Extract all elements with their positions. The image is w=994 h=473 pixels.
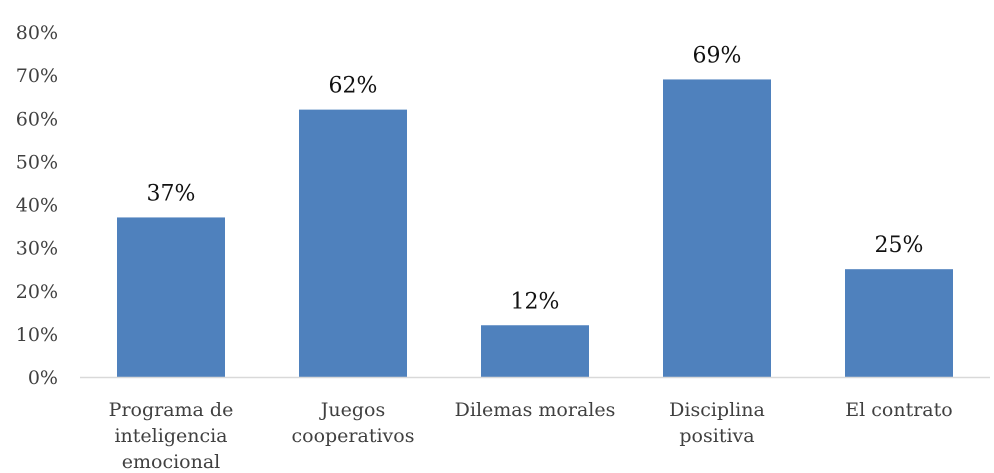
data-label: 62%: [329, 74, 378, 99]
category-label: Dilemas morales: [455, 399, 616, 421]
category-label: El contrato: [845, 399, 952, 421]
bar: [117, 217, 225, 377]
y-tick-label: 70%: [16, 65, 58, 87]
category-label: Juegos cooperativos: [292, 399, 415, 447]
data-labels: 37% 62% 12% 69% 25%: [147, 43, 924, 314]
y-tick-label: 80%: [16, 22, 58, 44]
y-tick-label: 0%: [28, 367, 58, 389]
data-label: 69%: [693, 43, 742, 68]
category-label: Programa de inteligencia emocional: [109, 399, 234, 473]
bar: [663, 79, 771, 377]
y-tick-label: 60%: [16, 108, 58, 130]
y-tick-label: 10%: [16, 324, 58, 346]
data-label: 25%: [875, 233, 924, 258]
bar: [845, 269, 953, 377]
data-label: 12%: [511, 289, 560, 314]
y-tick-label: 20%: [16, 281, 58, 303]
data-label: 37%: [147, 181, 196, 206]
bar: [481, 325, 589, 377]
y-axis-ticks: 0% 10% 20% 30% 40% 50% 60% 70% 80%: [16, 22, 58, 389]
y-tick-label: 30%: [16, 238, 58, 260]
bars: [117, 79, 953, 377]
y-tick-label: 40%: [16, 195, 58, 217]
category-label: Disciplina positiva: [669, 399, 765, 447]
bar: [299, 109, 407, 377]
category-labels: Programa de inteligencia emocional Juegos co…: [109, 399, 953, 473]
y-tick-label: 50%: [16, 151, 58, 173]
